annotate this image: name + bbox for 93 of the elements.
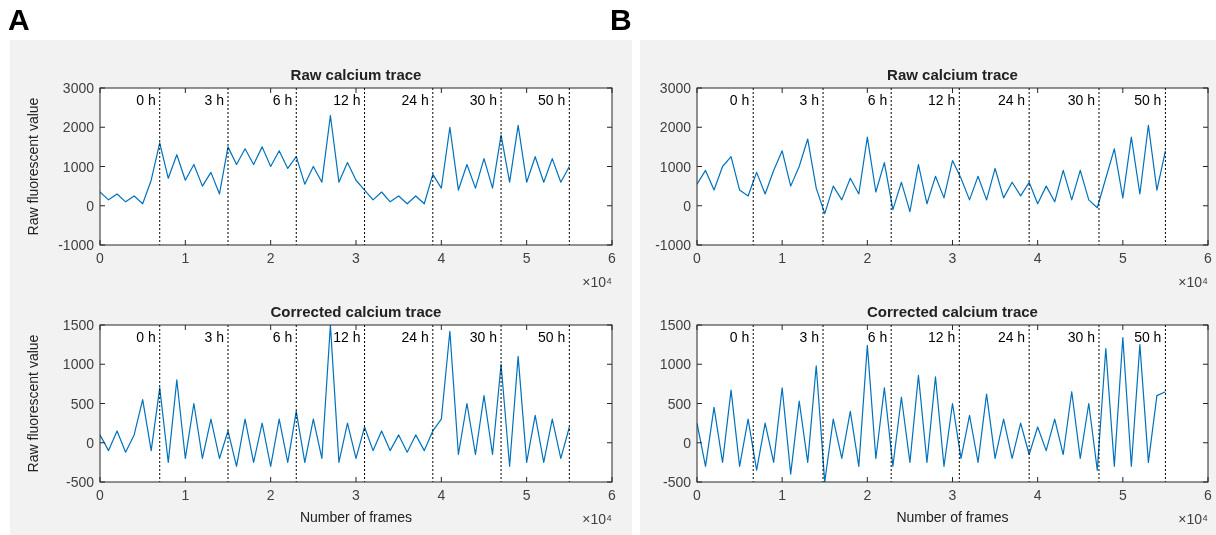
y-axis-title: Raw fluorescent value [25, 97, 41, 236]
x-tick-label: 0 [693, 487, 702, 503]
ref-line-label: 24 h [401, 92, 429, 108]
text: B [610, 3, 632, 36]
x-tick-label: 4 [437, 487, 446, 503]
ref-line-label: 30 h [1067, 329, 1095, 345]
x-tick-label: 3 [948, 487, 957, 503]
x-tick-label: 2 [266, 487, 275, 503]
ref-line-label: 30 h [469, 92, 498, 108]
x-tick-label: 3 [352, 250, 361, 266]
x-tick-label: 1 [778, 250, 787, 266]
x-tick-label: 2 [266, 250, 275, 266]
y-tick-label: 2000 [659, 119, 692, 136]
line-series [100, 325, 570, 467]
x-tick-label: 4 [1033, 250, 1042, 266]
ref-line-label: 50 h [1134, 329, 1162, 345]
ref-line-label: 50 h [538, 329, 566, 345]
y-tick-label: -500 [662, 474, 692, 490]
x-tick-label: 1 [181, 487, 190, 503]
y-tick-label: 1000 [62, 158, 95, 175]
ref-line-label: 12 h [333, 92, 361, 108]
y-axis-title: Raw fluorescent value [25, 334, 41, 473]
x-tick-label: 5 [1118, 487, 1127, 503]
y-tick-label: 0 [683, 197, 692, 214]
x-tick-label: 1 [778, 487, 787, 503]
ref-line-label: 0 h [136, 329, 156, 345]
x-tick-label: 0 [693, 250, 702, 266]
ref-line-label: 0 h [136, 92, 156, 108]
ref-line-label: 0 h [729, 92, 750, 108]
ref-line-label: 50 h [1134, 92, 1162, 108]
x-tick-label: 0 [96, 250, 105, 266]
ref-line-label: 12 h [928, 92, 956, 108]
ref-line-label: 24 h [997, 92, 1026, 108]
chart-title: Corrected calcium trace [867, 303, 1038, 320]
chart-title: Corrected calcium trace [270, 303, 442, 320]
ref-line-label: 3 h [799, 329, 820, 345]
y-tick-label: 0 [86, 197, 95, 214]
x-axis-title: Number of frames [299, 509, 413, 525]
y-tick-label: 1000 [659, 356, 692, 373]
x-tick-label: 6 [608, 487, 617, 503]
y-tick-label: 0 [86, 434, 95, 451]
ref-line-label: 3 h [204, 329, 224, 345]
x-tick-label: 3 [948, 250, 957, 266]
y-tick-label: 0 [683, 434, 692, 451]
x-tick-label: 6 [608, 250, 617, 266]
y-tick-label: -1000 [58, 237, 95, 253]
ref-line-label: 50 h [538, 92, 566, 108]
ref-line-label: 3 h [204, 92, 224, 108]
x-tick-label: 1 [181, 250, 190, 266]
text: A [8, 3, 30, 36]
x-tick-label: 5 [522, 250, 531, 266]
x-tick-label: 2 [863, 487, 872, 503]
x-tick-label: 6 [1204, 487, 1213, 503]
ref-line-label: 6 h [867, 92, 888, 108]
ref-line-label: 0 h [729, 329, 750, 345]
y-tick-label: 3000 [62, 80, 95, 96]
y-tick-label: 3000 [659, 80, 692, 96]
y-tick-label: 1500 [659, 317, 692, 333]
line-series [100, 114, 570, 205]
ref-line-label: 12 h [928, 329, 956, 345]
x-tick-label: 0 [96, 487, 105, 503]
text: ×10⁴ [582, 511, 612, 527]
x-tick-label: 6 [1204, 250, 1213, 266]
x-tick-label: 4 [1033, 487, 1042, 503]
ref-line-label: 30 h [469, 329, 498, 345]
ref-line-label: 6 h [272, 329, 293, 345]
ref-line-label: 12 h [333, 329, 361, 345]
chart-title: Raw calcium trace [290, 66, 422, 83]
text: ×10⁴ [1178, 274, 1208, 290]
text: ×10⁴ [582, 274, 612, 290]
ref-line-label: 24 h [997, 329, 1026, 345]
ref-line-label: 30 h [1067, 92, 1095, 108]
y-tick-label: 500 [70, 395, 95, 412]
text: ×10⁴ [1178, 511, 1208, 527]
y-tick-label: 2000 [62, 119, 95, 136]
y-tick-label: -1000 [655, 237, 692, 253]
x-tick-label: 5 [1118, 250, 1127, 266]
chart-title: Raw calcium trace [887, 66, 1018, 83]
y-tick-label: 1500 [62, 317, 95, 333]
x-tick-label: 3 [352, 487, 361, 503]
x-axis-title: Number of frames [896, 509, 1009, 525]
ref-line-label: 24 h [401, 329, 429, 345]
y-tick-label: -500 [65, 474, 95, 490]
x-tick-label: 5 [522, 487, 531, 503]
line-series [697, 124, 1167, 215]
ref-line-label: 3 h [799, 92, 820, 108]
y-tick-label: 500 [667, 395, 692, 412]
y-tick-label: 1000 [659, 158, 692, 175]
x-tick-label: 4 [437, 250, 446, 266]
ref-line-label: 6 h [272, 92, 293, 108]
ref-line-label: 6 h [867, 329, 888, 345]
y-tick-label: 1000 [62, 356, 95, 373]
x-tick-label: 2 [863, 250, 872, 266]
